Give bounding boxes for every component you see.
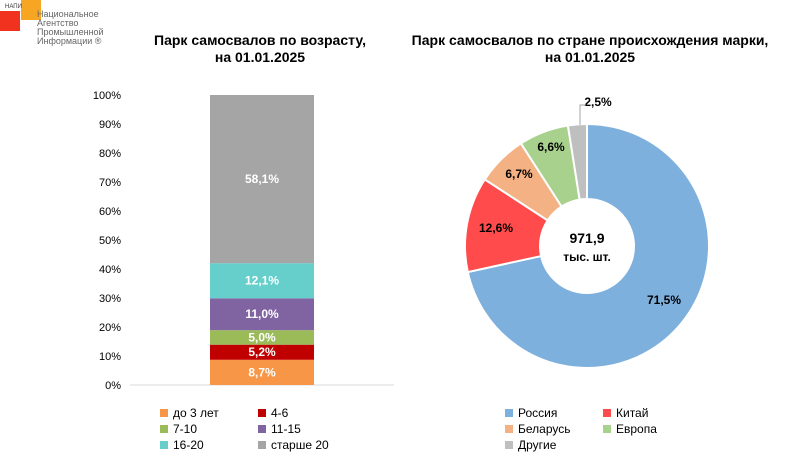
bar-data-label: 8,7% <box>248 365 276 379</box>
slice-data-label: 12,6% <box>479 221 513 235</box>
legend-item: Китай <box>603 405 703 421</box>
legend-swatch <box>258 441 266 449</box>
legend-label: Россия <box>518 406 558 420</box>
y-tick-label: 70% <box>99 177 121 189</box>
bar-data-label: 58,1% <box>245 172 279 186</box>
y-tick-label: 0% <box>105 380 121 392</box>
legend-label: Беларусь <box>518 422 571 436</box>
bar-legend: до 3 лет 4-6 7-10 11-15 16-20 старше 20 <box>160 405 360 453</box>
legend-swatch <box>258 409 266 417</box>
legend-item: Россия <box>505 405 603 421</box>
legend-swatch <box>258 425 266 433</box>
logo-orange-square <box>21 0 41 20</box>
bar-data-label: 11,0% <box>245 307 279 321</box>
slice-data-label: 71,5% <box>647 293 681 307</box>
logo-red-square <box>0 11 20 31</box>
y-tick-label: 10% <box>99 351 121 363</box>
legend-swatch <box>505 425 513 433</box>
legend-label: 4-6 <box>271 406 289 420</box>
legend-item: Беларусь <box>505 421 603 437</box>
donut-center-unit: тыс. шт. <box>563 250 611 264</box>
bar-data-label: 5,2% <box>248 345 276 359</box>
legend-swatch <box>603 409 611 417</box>
y-tick-label: 50% <box>99 235 121 247</box>
y-tick-label: 60% <box>99 206 121 218</box>
title-line: Парк самосвалов по стране происхождения … <box>411 32 769 48</box>
legend-label: Китай <box>616 406 649 420</box>
logo-line: Агентство <box>37 18 79 28</box>
y-tick-label: 90% <box>99 119 121 131</box>
y-tick-label: 80% <box>99 148 121 160</box>
legend-swatch <box>603 425 611 433</box>
legend-item: Европа <box>603 421 703 437</box>
leader-line <box>579 104 586 125</box>
logo-line: Национальное <box>37 9 99 19</box>
title-line: на 01.01.2025 <box>214 49 306 65</box>
legend-swatch <box>160 441 168 449</box>
pie-legend: Россия Китай Беларусь Европа Другие <box>505 405 705 453</box>
logo-text: Национальное Агентство Промышленной Инфо… <box>37 10 104 46</box>
legend-label: до 3 лет <box>173 406 219 420</box>
bar-chart-title: Парк самосвалов по возрасту, на 01.01.20… <box>100 32 420 66</box>
bar-segment <box>210 263 314 299</box>
legend-item: 16-20 <box>160 437 258 453</box>
legend-item: старше 20 <box>258 437 358 453</box>
title-line: Парк самосвалов по возрасту, <box>154 32 366 48</box>
legend-label: 11-15 <box>271 422 301 436</box>
legend-label: старше 20 <box>271 438 329 452</box>
y-tick-label: 40% <box>99 264 121 276</box>
legend-label: Европа <box>616 422 657 436</box>
legend-label: 16-20 <box>173 438 204 452</box>
donut-slice <box>466 122 710 369</box>
legend-swatch <box>505 409 513 417</box>
bar-segment <box>210 359 314 385</box>
legend-swatch <box>160 409 168 417</box>
slice-data-label: 2,5% <box>584 95 612 109</box>
bar-segment <box>210 298 314 331</box>
legend-label: Другие <box>518 438 557 452</box>
legend-swatch <box>160 425 168 433</box>
bar-data-label: 12,1% <box>245 274 279 288</box>
y-tick-label: 100% <box>93 90 121 102</box>
slice-data-label: 6,7% <box>505 167 533 181</box>
y-tick-label: 30% <box>99 293 121 305</box>
legend-item: 11-15 <box>258 421 358 437</box>
donut-slice <box>566 122 588 201</box>
logo-abbr: НАПИ <box>5 4 22 10</box>
donut-center-value: 971,9 <box>569 230 604 246</box>
legend-item: 4-6 <box>258 405 358 421</box>
slice-data-label: 6,6% <box>537 140 565 154</box>
bar-segment <box>210 95 314 264</box>
logo-line: Информации ® <box>37 36 102 46</box>
legend-swatch <box>505 441 513 449</box>
legend-item: Другие <box>505 437 603 453</box>
pie-chart-title: Парк самосвалов по стране происхождения … <box>380 32 800 66</box>
logo: НАПИ Национальное Агентство Промышленной… <box>0 0 110 46</box>
legend-label: 7-10 <box>173 422 198 436</box>
bar-segment <box>210 330 314 345</box>
logo-line: Промышленной <box>37 27 104 37</box>
legend-item: до 3 лет <box>160 405 258 421</box>
title-line: на 01.01.2025 <box>544 49 636 65</box>
legend-item: 7-10 <box>160 421 258 437</box>
bar-segment <box>210 344 314 360</box>
bar-data-label: 5,0% <box>248 330 276 344</box>
y-tick-label: 20% <box>99 322 121 334</box>
